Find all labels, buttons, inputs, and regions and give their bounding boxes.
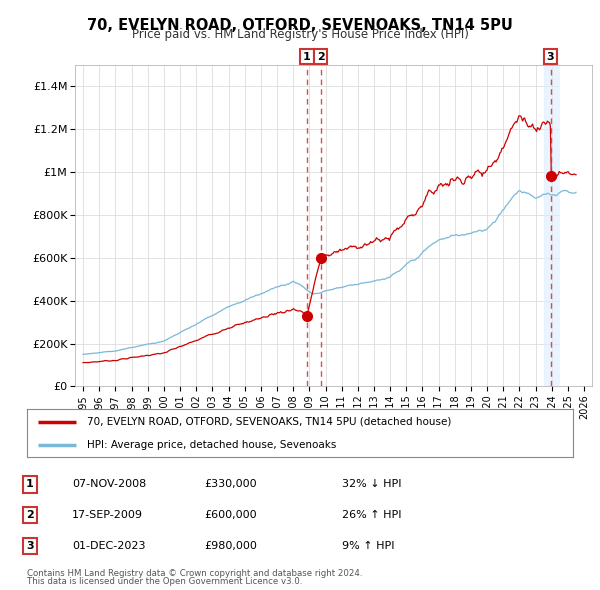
Text: £330,000: £330,000 [204,480,257,489]
Text: Price paid vs. HM Land Registry's House Price Index (HPI): Price paid vs. HM Land Registry's House … [131,28,469,41]
Text: 2: 2 [317,52,325,62]
Text: 70, EVELYN ROAD, OTFORD, SEVENOAKS, TN14 5PU: 70, EVELYN ROAD, OTFORD, SEVENOAKS, TN14… [87,18,513,32]
Text: 01-DEC-2023: 01-DEC-2023 [72,541,146,550]
Text: 2: 2 [26,510,34,520]
Text: 9% ↑ HPI: 9% ↑ HPI [342,541,395,550]
Text: 3: 3 [26,541,34,550]
Text: This data is licensed under the Open Government Licence v3.0.: This data is licensed under the Open Gov… [27,578,302,586]
Bar [560,65,592,386]
Text: 17-SEP-2009: 17-SEP-2009 [72,510,143,520]
Bar [544,65,560,386]
Text: 07-NOV-2008: 07-NOV-2008 [72,480,146,489]
Text: 70, EVELYN ROAD, OTFORD, SEVENOAKS, TN14 5PU (detached house): 70, EVELYN ROAD, OTFORD, SEVENOAKS, TN14… [87,417,451,427]
Text: Contains HM Land Registry data © Crown copyright and database right 2024.: Contains HM Land Registry data © Crown c… [27,569,362,578]
Text: £600,000: £600,000 [204,510,257,520]
Text: 26% ↑ HPI: 26% ↑ HPI [342,510,401,520]
Text: HPI: Average price, detached house, Sevenoaks: HPI: Average price, detached house, Seve… [87,440,337,450]
Text: 3: 3 [547,52,554,62]
Text: £980,000: £980,000 [204,541,257,550]
Text: 1: 1 [303,52,311,62]
Text: 1: 1 [26,480,34,489]
Text: 32% ↓ HPI: 32% ↓ HPI [342,480,401,489]
